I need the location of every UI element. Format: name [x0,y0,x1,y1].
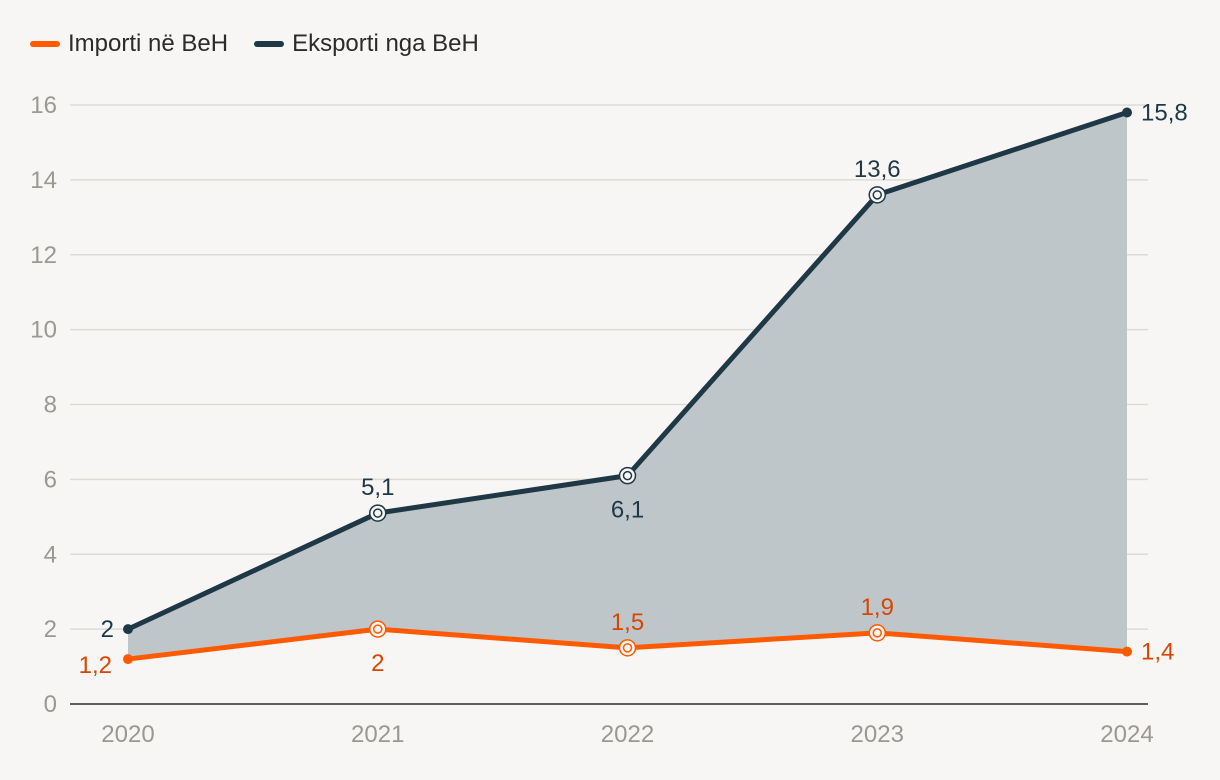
legend-label-export: Eksporti nga BeH [292,30,479,57]
import-value-label-2024: 1,4 [1141,639,1174,666]
export-value-label-2021: 5,1 [361,474,394,501]
import-point-2022 [618,639,637,657]
import-value-label-2021: 2 [371,650,384,677]
legend-swatch-import [30,41,60,47]
import-value-label-2022: 1,5 [611,609,644,636]
import-point-ring-2021 [369,620,387,638]
import-value-label-2023: 1,9 [861,594,894,621]
y-tick-label-2: 2 [44,616,57,643]
export-point-ring-2021 [369,504,387,522]
import-point-2024 [1122,646,1132,657]
export-value-label-2023: 13,6 [854,156,901,183]
export-value-label-2022: 6,1 [611,497,644,524]
export-point-ring-2022 [618,466,637,485]
x-tick-label-2023: 2023 [851,721,904,748]
export-value-label-2020: 2 [101,616,114,643]
y-tick-label-12: 12 [30,242,57,269]
legend-item-import: Importi në BeH [30,30,228,58]
y-tick-label-0: 0 [44,691,57,718]
y-tick-label-10: 10 [30,317,57,344]
legend-swatch-export [254,41,285,47]
import-value-label-2020: 1,2 [79,652,112,679]
y-tick-label-6: 6 [44,466,57,493]
import-point-core-2023 [872,628,882,638]
import-point-ring-2023 [868,624,886,642]
legend-label-import: Importi në BeH [68,30,229,57]
legend: Importi në BeH Eksporti nga BeH [30,30,479,58]
y-tick-label-16: 16 [30,92,57,119]
export-point-2021 [369,504,387,522]
export-point-2024 [1122,107,1132,118]
import-point-2021 [369,620,387,638]
import-point-2023 [868,624,886,642]
import-point-ring-2022 [618,639,637,657]
import-point-core-2022 [622,643,633,653]
export-point-ring-2023 [868,186,886,204]
export-point-2023 [868,186,886,204]
x-tick-label-2024: 2024 [1100,721,1153,748]
x-tick-label-2020: 2020 [101,721,154,748]
y-tick-label-4: 4 [44,541,57,568]
export-point-core-2023 [872,190,882,200]
export-point-2020 [123,624,133,635]
export-point-core-2021 [373,508,383,518]
x-tick-label-2022: 2022 [601,721,654,748]
export-point-core-2022 [622,470,633,481]
legend-item-export: Eksporti nga BeH [254,30,479,58]
import-point-core-2021 [373,624,383,634]
import-point-2020 [123,654,133,665]
fill-between-area [128,112,1127,660]
x-tick-label-2021: 2021 [351,721,404,748]
y-tick-label-14: 14 [30,167,57,194]
export-value-label-2024: 15,8 [1141,99,1188,126]
export-point-2022 [618,466,637,485]
y-tick-label-8: 8 [44,392,57,419]
